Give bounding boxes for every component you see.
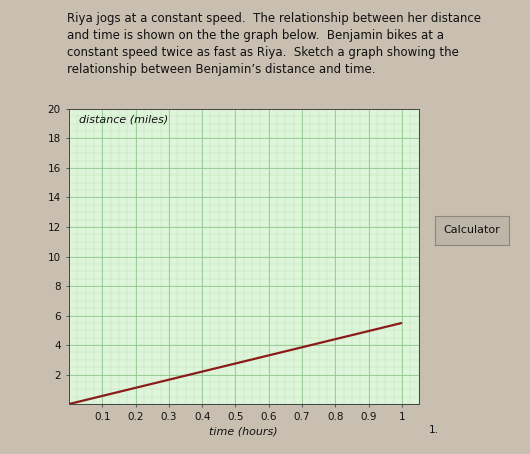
Text: Calculator: Calculator (443, 225, 500, 236)
Text: Riya jogs at a constant speed.  The relationship between her distance
and time i: Riya jogs at a constant speed. The relat… (67, 12, 481, 76)
X-axis label: time (hours): time (hours) (209, 427, 278, 437)
Text: distance (miles): distance (miles) (80, 115, 169, 125)
Text: 1.: 1. (429, 425, 439, 435)
